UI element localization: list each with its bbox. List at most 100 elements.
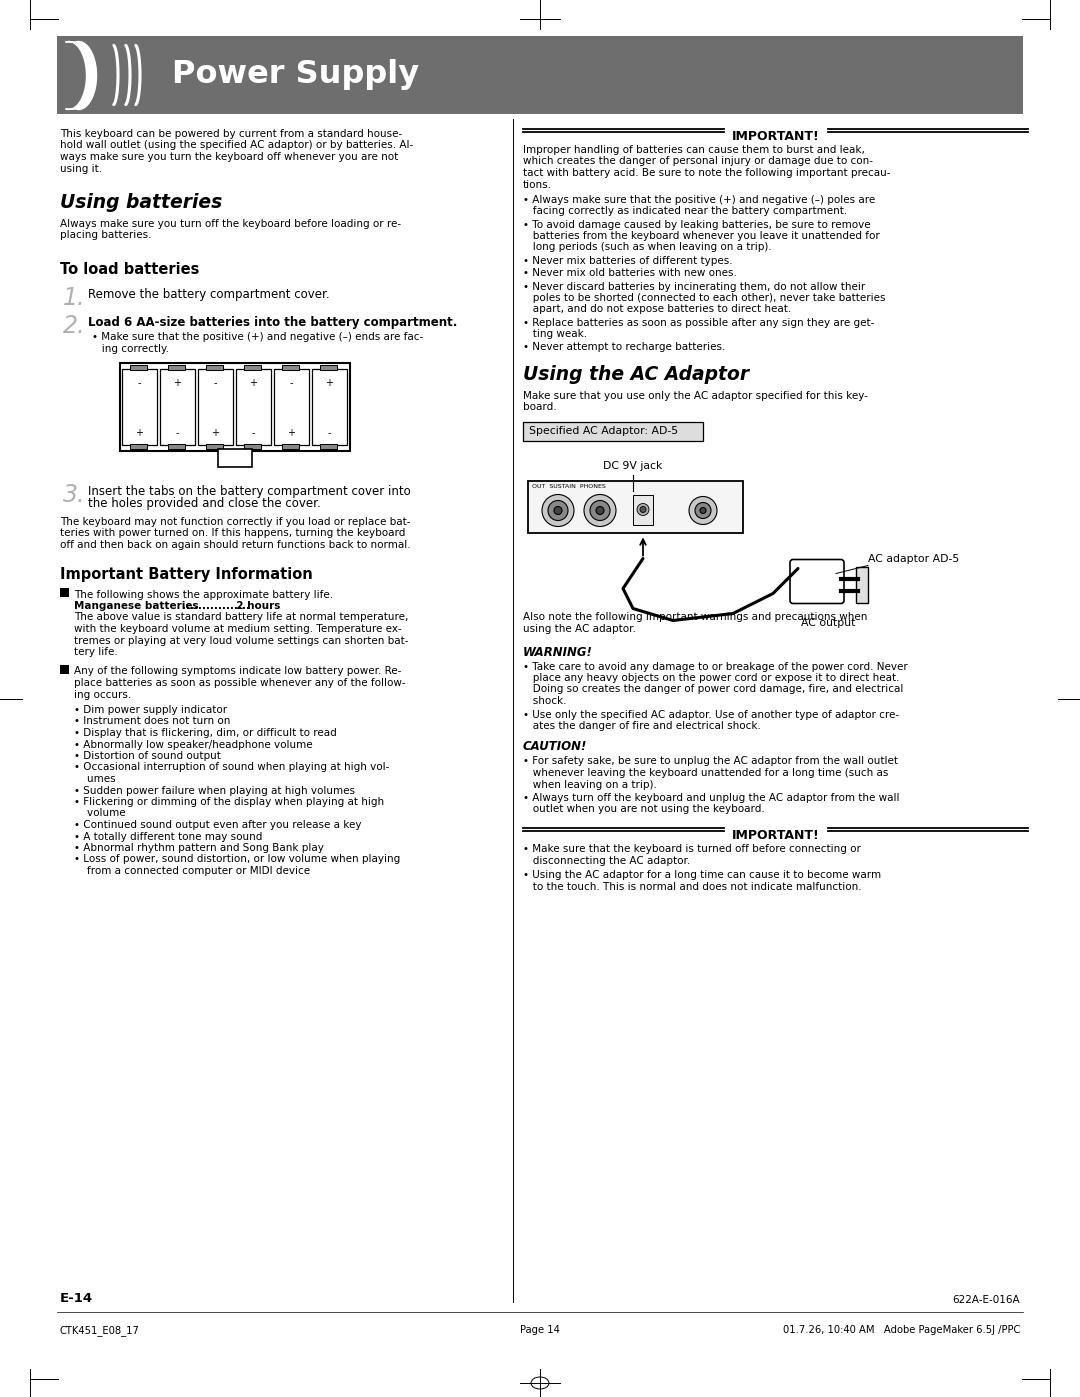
Text: AC output: AC output	[800, 619, 855, 629]
Text: Load 6 AA-size batteries into the battery compartment.: Load 6 AA-size batteries into the batter…	[87, 316, 457, 330]
Bar	[320, 365, 337, 370]
Circle shape	[640, 507, 646, 513]
Text: board.: board.	[523, 402, 556, 412]
Bar	[282, 365, 299, 370]
Text: Power Supply: Power Supply	[172, 60, 419, 91]
Bar	[198, 369, 233, 446]
Bar	[528, 481, 743, 532]
Text: IMPORTANT!: IMPORTANT!	[731, 130, 820, 142]
Text: ates the danger of fire and electrical shock.: ates the danger of fire and electrical s…	[523, 721, 761, 731]
Text: +: +	[287, 427, 295, 439]
Circle shape	[554, 507, 562, 514]
Text: Also note the following important warnings and precautions when: Also note the following important warnin…	[523, 612, 867, 623]
Text: long periods (such as when leaving on a trip).: long periods (such as when leaving on a …	[523, 243, 772, 253]
Bar	[160, 369, 195, 446]
Text: • Never attempt to recharge batteries.: • Never attempt to recharge batteries.	[523, 342, 726, 352]
Text: ing occurs.: ing occurs.	[75, 690, 132, 700]
Text: tery life.: tery life.	[75, 647, 118, 657]
Text: DC 9V jack: DC 9V jack	[604, 461, 663, 471]
Text: with the keyboard volume at medium setting. Temperature ex-: with the keyboard volume at medium setti…	[75, 624, 402, 634]
Text: tions.: tions.	[523, 179, 552, 190]
Text: • Replace batteries as soon as possible after any sign they are get-: • Replace batteries as soon as possible …	[523, 317, 875, 327]
Text: • Make sure that the positive (+) and negative (–) ends are fac-: • Make sure that the positive (+) and ne…	[92, 332, 423, 342]
Bar	[60, 588, 69, 597]
Text: WARNING!: WARNING!	[523, 645, 593, 658]
Circle shape	[542, 495, 573, 527]
Text: using it.: using it.	[60, 163, 103, 173]
Text: AC adaptor AD-5: AC adaptor AD-5	[868, 553, 959, 563]
Text: -: -	[137, 379, 140, 388]
Text: which creates the danger of personal injury or damage due to con-: which creates the danger of personal inj…	[523, 156, 873, 166]
Text: -: -	[289, 379, 293, 388]
Text: place batteries as soon as possible whenever any of the follow-: place batteries as soon as possible when…	[75, 678, 406, 687]
Text: from a connected computer or MIDI device: from a connected computer or MIDI device	[75, 866, 310, 876]
Bar	[244, 444, 261, 448]
Text: batteries from the keyboard whenever you leave it unattended for: batteries from the keyboard whenever you…	[523, 231, 880, 242]
Text: Always make sure you turn off the keyboard before loading or re-: Always make sure you turn off the keyboa…	[60, 219, 401, 229]
Text: • Distortion of sound output: • Distortion of sound output	[75, 752, 221, 761]
Bar	[218, 448, 252, 467]
FancyBboxPatch shape	[789, 560, 843, 604]
Text: off and then back on again should return functions back to normal.: off and then back on again should return…	[60, 541, 410, 550]
Text: Page 14: Page 14	[521, 1324, 559, 1336]
Text: ways make sure you turn the keyboard off whenever you are not: ways make sure you turn the keyboard off…	[60, 152, 399, 162]
Bar	[523, 422, 703, 441]
Text: • Dim power supply indicator: • Dim power supply indicator	[75, 705, 227, 715]
Text: • Sudden power failure when playing at high volumes: • Sudden power failure when playing at h…	[75, 785, 355, 795]
Text: • Flickering or dimming of the display when playing at high: • Flickering or dimming of the display w…	[75, 798, 384, 807]
Circle shape	[689, 496, 717, 524]
Text: +: +	[249, 379, 257, 388]
Text: +: +	[325, 379, 333, 388]
Text: facing correctly as indicated near the battery compartment.: facing correctly as indicated near the b…	[523, 207, 847, 217]
Bar	[60, 665, 69, 673]
Text: tremes or playing at very loud volume settings can shorten bat-: tremes or playing at very loud volume se…	[75, 636, 408, 645]
Text: • Abnormal rhythm pattern and Song Bank play: • Abnormal rhythm pattern and Song Bank …	[75, 842, 324, 854]
Text: 2.: 2.	[63, 314, 85, 338]
Circle shape	[548, 500, 568, 521]
Text: Using the AC Adaptor: Using the AC Adaptor	[523, 365, 750, 384]
Text: • Loss of power, sound distortion, or low volume when playing: • Loss of power, sound distortion, or lo…	[75, 855, 401, 865]
Text: teries with power turned on. If this happens, turning the keyboard: teries with power turned on. If this hap…	[60, 528, 405, 538]
Text: 3.: 3.	[63, 483, 85, 507]
Bar	[244, 365, 261, 370]
Text: • Never mix old batteries with new ones.: • Never mix old batteries with new ones.	[523, 268, 737, 278]
Text: outlet when you are not using the keyboard.: outlet when you are not using the keyboa…	[523, 805, 765, 814]
Text: The above value is standard battery life at normal temperature,: The above value is standard battery life…	[75, 612, 408, 623]
Bar	[130, 365, 147, 370]
Text: • A totally different tone may sound: • A totally different tone may sound	[75, 831, 262, 841]
Text: IMPORTANT!: IMPORTANT!	[731, 828, 820, 842]
Text: +: +	[211, 427, 219, 439]
Text: Remove the battery compartment cover.: Remove the battery compartment cover.	[87, 288, 329, 300]
Text: • Take care to avoid any damage to or breakage of the power cord. Never: • Take care to avoid any damage to or br…	[523, 662, 908, 672]
Bar	[122, 369, 157, 446]
Text: when leaving on a trip).: when leaving on a trip).	[523, 780, 657, 789]
Circle shape	[700, 507, 706, 514]
Text: +: +	[173, 379, 181, 388]
Text: • To avoid damage caused by leaking batteries, be sure to remove: • To avoid damage caused by leaking batt…	[523, 219, 870, 229]
Text: • Always make sure that the positive (+) and negative (–) poles are: • Always make sure that the positive (+)…	[523, 196, 875, 205]
Text: apart, and do not expose batteries to direct heat.: apart, and do not expose batteries to di…	[523, 305, 792, 314]
Circle shape	[637, 503, 649, 515]
Text: • Never discard batteries by incinerating them, do not allow their: • Never discard batteries by incineratin…	[523, 282, 865, 292]
Text: disconnecting the AC adaptor.: disconnecting the AC adaptor.	[523, 855, 690, 866]
Text: Using batteries: Using batteries	[60, 193, 222, 212]
Text: • Abnormally low speaker/headphone volume: • Abnormally low speaker/headphone volum…	[75, 739, 312, 750]
Text: • For safety sake, be sure to unplug the AC adaptor from the wall outlet: • For safety sake, be sure to unplug the…	[523, 757, 897, 767]
Text: • Instrument does not turn on: • Instrument does not turn on	[75, 717, 230, 726]
Text: CTK451_E08_17: CTK451_E08_17	[60, 1324, 140, 1336]
Bar	[168, 365, 185, 370]
Text: -: -	[252, 427, 255, 439]
Text: 1.: 1.	[63, 286, 85, 310]
Text: • Continued sound output even after you release a key: • Continued sound output even after you …	[75, 820, 362, 830]
Bar	[120, 363, 350, 451]
Bar	[274, 369, 309, 446]
Text: .................: .................	[183, 601, 249, 610]
Text: • Display that is flickering, dim, or difficult to read: • Display that is flickering, dim, or di…	[75, 728, 337, 738]
Text: 01.7.26, 10:40 AM   Adobe PageMaker 6.5J /PPC: 01.7.26, 10:40 AM Adobe PageMaker 6.5J /…	[783, 1324, 1020, 1336]
Text: • Make sure that the keyboard is turned off before connecting or: • Make sure that the keyboard is turned …	[523, 844, 861, 854]
Bar	[168, 444, 185, 448]
Bar	[856, 567, 868, 602]
Text: OUT  SUSTAIN  PHONES: OUT SUSTAIN PHONES	[532, 485, 606, 489]
Text: CAUTION!: CAUTION!	[523, 740, 588, 753]
Text: Important Battery Information: Important Battery Information	[60, 567, 313, 583]
